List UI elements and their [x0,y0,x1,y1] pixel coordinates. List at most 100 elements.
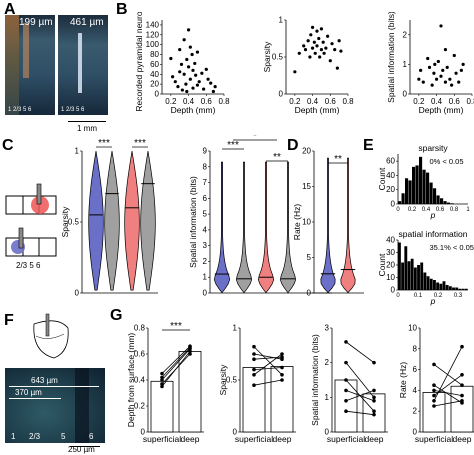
layer-label-f-3: 6 [89,432,94,441]
y-tick-label: 2 [203,257,208,266]
y-tick-label: 0 [141,428,146,437]
y-tick-label: 4 [413,386,418,395]
y-tick-label: 2 [413,407,418,416]
scale-label-a-left: 199 µm [19,17,53,28]
data-point [317,36,321,41]
hist-pct: 0% < 0.05 [430,157,464,166]
y-axis-label: Count [377,167,387,190]
y-tick-label: 5 [203,210,208,219]
x-cat-label: superficial [415,434,453,444]
pair-point [432,404,436,408]
data-point [185,57,189,62]
y-tick-label: 0 [75,289,80,298]
y-tick-label: 6 [203,194,208,203]
y-tick-label: 9 [203,147,208,156]
hist-bar [407,261,411,290]
hist-bar [404,246,408,290]
hist-bar [408,180,412,204]
data-point [184,82,188,86]
x-axis-label: Depth (mm) [419,105,464,115]
pair-point [372,399,376,403]
scalebar-a [68,121,106,122]
data-point [324,46,328,50]
x-tick-label: 0.2 [434,293,443,299]
panel-label-a: A [4,1,16,18]
hist-bar [413,267,417,290]
y-tick-label: 20 [386,261,395,270]
bar [242,367,266,433]
x-cat-label: deep [181,434,200,444]
layer-label-f-2: 5 [61,432,66,441]
data-point [191,68,195,72]
hist-bar [398,242,401,290]
y-tick-label: 80 [150,50,159,59]
hist-bar [447,202,451,204]
data-point [293,70,297,74]
data-point [180,88,184,92]
sig-label: *** [227,140,239,151]
y-tick-label: 0 [391,286,396,295]
pair-point [252,373,256,377]
y-tick-label: 10 [386,273,395,282]
pair-point [252,352,256,356]
violin [257,161,275,294]
data-point [339,49,343,53]
data-point [312,40,316,44]
hist-bar [426,172,430,204]
y-tick-label: 30 [386,248,395,257]
data-point [454,71,458,75]
data-point [433,62,437,66]
pair-point [372,360,376,365]
hist-bar [405,178,409,204]
x-cat-label: deep [453,434,472,444]
panel-label-g: G [110,307,123,324]
hist-bar [439,283,443,290]
x-tick-label: 0.2 [413,97,425,106]
y-tick-label: 20 [150,80,159,89]
data-point [173,80,177,84]
pair-point [344,360,348,365]
y-tick-label: 1 [203,273,208,282]
hist-bar [445,285,449,290]
micrograph-f: 643 µm 370 µm 1 2/3 5 6 [5,368,105,443]
x-axis-label: Depth (mm) [295,105,340,115]
data-point [179,62,184,66]
data-point [197,80,201,84]
y-tick-label: 0 [155,90,160,99]
data-point [195,83,200,87]
data-point [335,66,339,70]
data-point [319,48,324,52]
y-tick-label: 7 [203,178,208,187]
x-tick-label: 0.4 [431,97,443,106]
y-tick-label: 1 [75,147,80,156]
data-point [310,25,315,29]
hist-bar [433,280,436,290]
data-point [211,89,215,94]
x-tick-label: 0 [396,293,400,299]
data-point [310,46,315,50]
x-cat-label: deep [365,434,384,444]
data-point [333,48,337,52]
hist-bar [401,193,405,204]
scalebar-a-label: 1 mm [77,124,97,133]
sig-label: *** [170,321,182,332]
pair-line [161,353,191,385]
y-tick-label: 8 [203,162,208,171]
violin [279,161,297,294]
pair-point [432,393,436,398]
y-tick-label: 0.4 [134,376,146,385]
y-tick-label: 0.2 [134,402,146,411]
x-tick-label: 0.8 [466,97,474,106]
y-tick-label: 20 [386,185,395,194]
x-tick-label: 0.2 [289,97,301,106]
violin [320,157,336,294]
data-point [193,61,197,66]
y-tick-label: 5 [307,253,312,262]
pair-point [344,388,348,393]
pair-point [252,357,256,361]
data-point [309,33,313,37]
data-point [306,39,310,43]
pair-line [253,356,283,360]
x-tick-label: 0.6 [325,97,337,106]
